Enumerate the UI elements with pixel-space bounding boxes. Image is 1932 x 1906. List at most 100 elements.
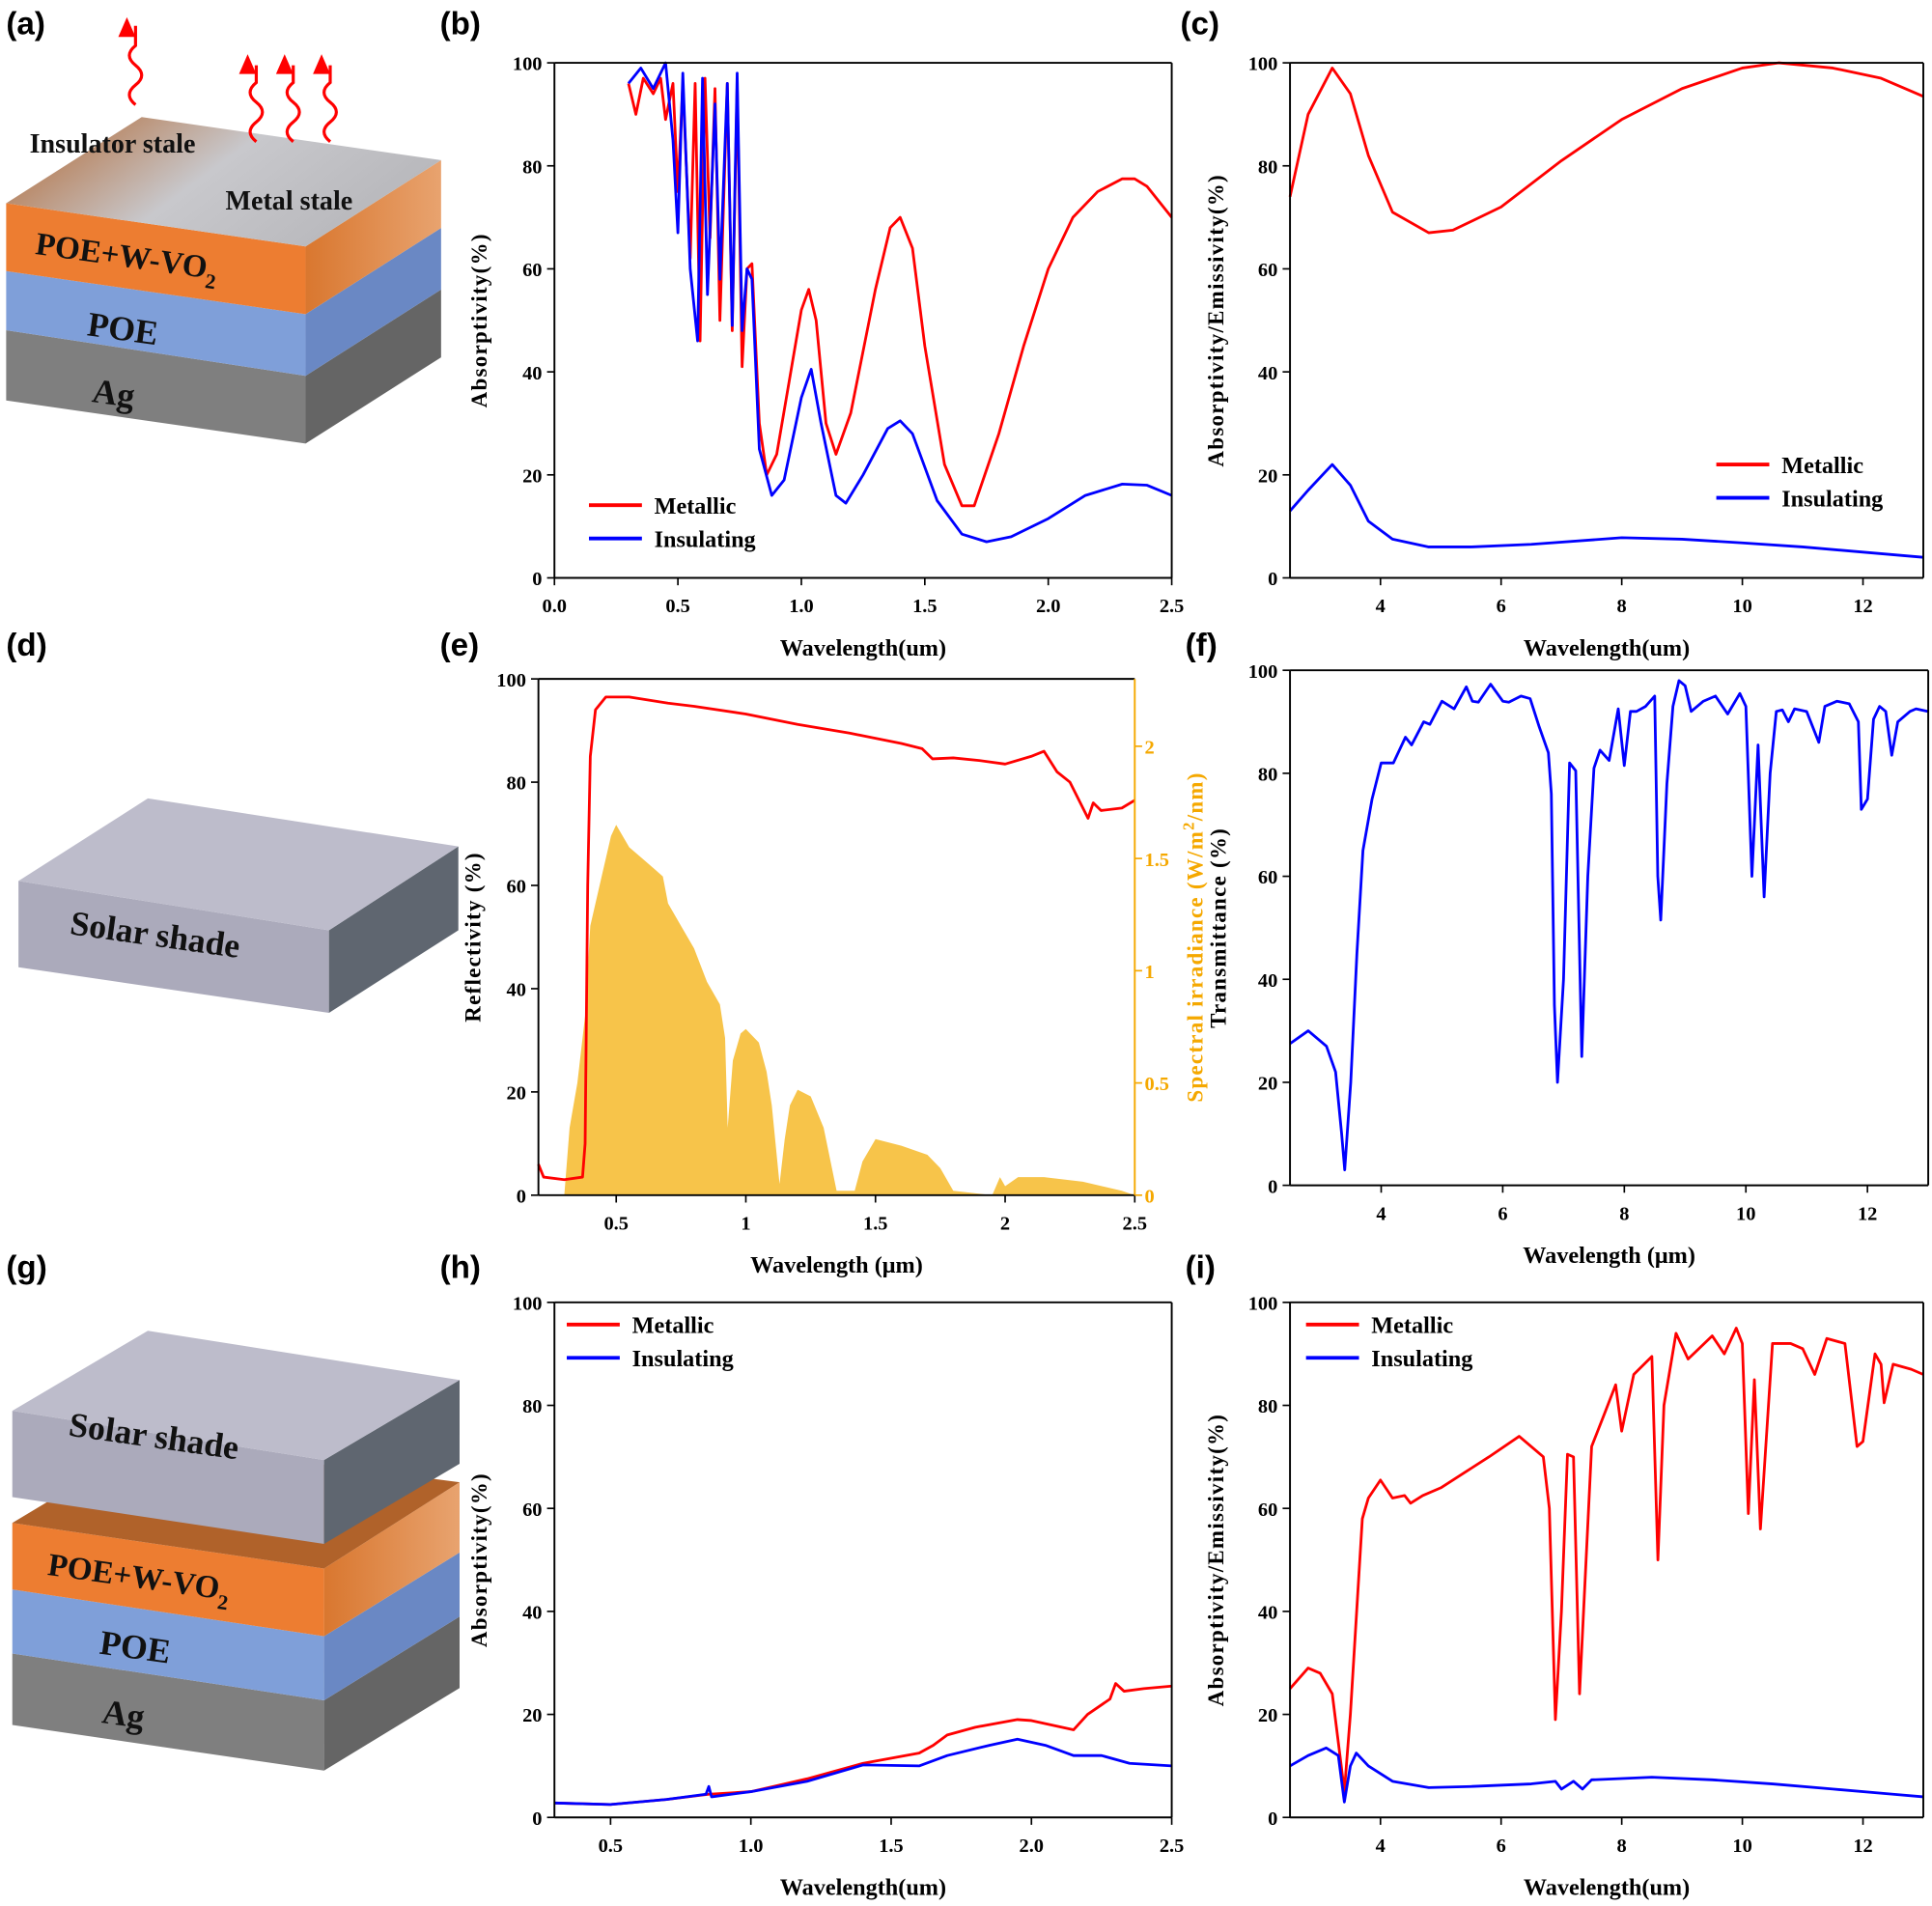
y-tick-label: 0 bbox=[532, 1808, 542, 1830]
panel-label-e: (e) bbox=[439, 626, 480, 663]
series-line-metallic bbox=[627, 76, 1173, 508]
panel-label-f: (f) bbox=[1185, 626, 1218, 663]
insulator-state-label: Insulator stale bbox=[30, 129, 196, 159]
y-axis-label: Reflectivity (%) bbox=[462, 852, 486, 1023]
y-tick-label: 100 bbox=[1248, 54, 1278, 75]
schematic-d: Solar shade bbox=[18, 798, 459, 1013]
series-line-insulating bbox=[1289, 462, 1924, 559]
panel-label-i: (i) bbox=[1185, 1247, 1216, 1285]
y-axis-label: Transmittance (%) bbox=[1207, 827, 1231, 1028]
y-tick-label: 60 bbox=[1258, 1500, 1277, 1521]
panel-label-b: (b) bbox=[439, 5, 481, 42]
series-line-data bbox=[1289, 679, 1929, 1172]
y-axis-label: Absorptivity(%) bbox=[467, 1472, 491, 1647]
x-tick-label: 0.5 bbox=[599, 1836, 624, 1857]
y-axis-label: Absorptivity(%) bbox=[467, 233, 491, 407]
y-tick-label: 40 bbox=[1258, 970, 1277, 992]
x-tick-label: 12 bbox=[1853, 1836, 1872, 1857]
y2-tick-label: 1.5 bbox=[1144, 850, 1169, 871]
x-tick-label: 6 bbox=[1497, 1836, 1506, 1857]
legend-label-insulating: Insulating bbox=[1781, 486, 1883, 512]
panel-label-a: (a) bbox=[6, 5, 45, 42]
x-tick-label: 2 bbox=[1000, 1214, 1010, 1235]
x-tick-label: 2.5 bbox=[1160, 1836, 1185, 1857]
x-tick-label: 1.5 bbox=[879, 1836, 904, 1857]
schematic-a: Insulator stale Metal stale POE+W-VO2 PO… bbox=[6, 16, 441, 444]
y-tick-label: 0 bbox=[1268, 569, 1277, 590]
x-tick-label: 12 bbox=[1853, 596, 1872, 617]
panel-label-h: (h) bbox=[439, 1247, 481, 1285]
heat-emission-arrows bbox=[127, 25, 338, 143]
legend-label-metallic: Metallic bbox=[1781, 453, 1863, 479]
series-line-metallic bbox=[1289, 1327, 1924, 1793]
x-axis-label: Wavelength(um) bbox=[780, 1875, 946, 1901]
y-tick-label: 60 bbox=[506, 877, 525, 898]
x-tick-label: 4 bbox=[1376, 1836, 1386, 1857]
y-tick-label: 60 bbox=[1258, 867, 1277, 888]
y2-axis-label: Spectral irradiance (W/m2/nm) bbox=[1180, 771, 1208, 1102]
y-tick-label: 100 bbox=[513, 1293, 543, 1314]
x-tick-label: 8 bbox=[1617, 596, 1627, 617]
layer-poe-label: POE bbox=[98, 1623, 173, 1671]
x-tick-label: 10 bbox=[1736, 1203, 1755, 1224]
x-tick-label: 0.0 bbox=[542, 596, 567, 617]
x-tick-label: 1 bbox=[741, 1214, 750, 1235]
series-line-metallic bbox=[554, 1682, 1172, 1807]
y-tick-label: 100 bbox=[1248, 1293, 1278, 1314]
chart-h: 0.5 1.0 1.5 2.0 2.5 0 20 40 60 80 100 Wavelength(um… bbox=[467, 1293, 1184, 1900]
legend-label-metallic: Metallic bbox=[632, 1313, 714, 1339]
schematics: Insulator stale Metal stale POE+W-VO2 PO… bbox=[6, 16, 460, 1771]
y-tick-label: 0 bbox=[532, 569, 542, 590]
x-tick-label: 2.5 bbox=[1160, 596, 1185, 617]
x-tick-label: 1.0 bbox=[789, 596, 814, 617]
x-tick-label: 8 bbox=[1617, 1836, 1627, 1857]
legend-label-insulating: Insulating bbox=[655, 527, 756, 553]
x-tick-label: 10 bbox=[1732, 596, 1751, 617]
x-tick-label: 1.0 bbox=[739, 1836, 764, 1857]
x-tick-label: 2.0 bbox=[1020, 1836, 1045, 1857]
y-tick-label: 20 bbox=[1258, 465, 1277, 487]
y2-tick-label: 0.5 bbox=[1144, 1074, 1169, 1095]
x-tick-label: 0.5 bbox=[665, 596, 690, 617]
layer-ag-label: Ag bbox=[100, 1692, 148, 1736]
y-tick-label: 80 bbox=[522, 156, 542, 178]
panel-label-g: (g) bbox=[6, 1247, 47, 1285]
x-tick-label: 8 bbox=[1619, 1203, 1629, 1224]
legend-label-metallic: Metallic bbox=[1371, 1313, 1453, 1339]
y-tick-label: 0 bbox=[517, 1186, 526, 1207]
metal-state-label: Metal stale bbox=[226, 186, 353, 216]
panel-label-c: (c) bbox=[1180, 5, 1220, 42]
x-tick-label: 6 bbox=[1497, 596, 1506, 617]
x-tick-label: 12 bbox=[1858, 1203, 1877, 1224]
y-axis-label: Absorptivity/Emissivity(%) bbox=[1204, 174, 1228, 467]
y2-tick-label: 1 bbox=[1144, 962, 1154, 983]
y-tick-label: 0 bbox=[1268, 1176, 1277, 1197]
x-tick-label: 1.5 bbox=[912, 596, 938, 617]
series-line-insulating bbox=[1289, 1746, 1924, 1804]
irradiance-area bbox=[564, 825, 1135, 1195]
y2-tick-label: 2 bbox=[1144, 738, 1154, 759]
y-tick-label: 20 bbox=[1258, 1074, 1277, 1095]
chart-c: 4 6 8 10 12 0 20 40 60 80 100 Wavelength(um) Absorpt… bbox=[1204, 54, 1924, 661]
y-tick-label: 100 bbox=[1248, 661, 1278, 683]
chart-f: 4 6 8 10 12 0 20 40 60 80 100 Wavelength (μm) Transm… bbox=[1207, 661, 1930, 1269]
y-tick-label: 0 bbox=[1268, 1808, 1277, 1830]
y-tick-label: 40 bbox=[506, 980, 525, 1001]
series-line-data bbox=[537, 695, 1136, 1182]
series-line-metallic bbox=[1288, 61, 1924, 235]
x-tick-label: 10 bbox=[1732, 1836, 1751, 1857]
x-axis-label: Wavelength(um) bbox=[780, 635, 946, 661]
schematic-g: Solar shade POE+W-VO2 POE Ag bbox=[12, 1331, 460, 1771]
y-tick-label: 20 bbox=[522, 1705, 542, 1726]
y-tick-label: 40 bbox=[522, 363, 542, 384]
x-tick-label: 0.5 bbox=[603, 1214, 629, 1235]
x-tick-label: 1.5 bbox=[863, 1214, 888, 1235]
y-tick-label: 100 bbox=[513, 54, 543, 75]
y-tick-label: 40 bbox=[522, 1603, 542, 1624]
y-tick-label: 20 bbox=[522, 465, 542, 487]
series-line-insulating bbox=[627, 61, 1173, 544]
legend-label-metallic: Metallic bbox=[655, 493, 737, 519]
y-tick-label: 80 bbox=[522, 1396, 542, 1417]
